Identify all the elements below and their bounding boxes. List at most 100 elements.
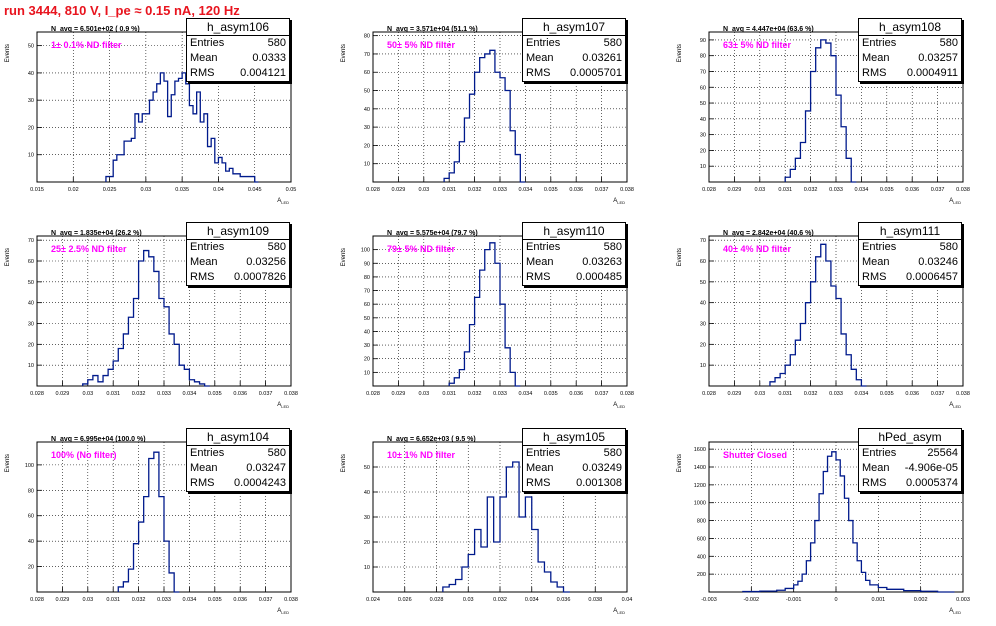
y-tick-label: 70 <box>700 69 706 75</box>
histogram-svg: 10 20 30 40 50 60 70 0.028 0.029 0.03 0.031 0.032 0.… <box>677 230 970 409</box>
y-tick-label: 20 <box>364 357 370 363</box>
histogram-svg: 10 20 30 40 50 60 70 80 90 100 0.028 0.029 0.03 0.031… <box>341 230 634 409</box>
x-tick-label: 0.031 <box>778 391 792 397</box>
x-tick-label: 0.038 <box>956 391 970 397</box>
stat-label: Entries <box>526 37 561 49</box>
histogram-series-line <box>784 39 857 183</box>
y-tick-label: 1200 <box>694 483 706 489</box>
x-tick-label: 0.036 <box>557 597 571 603</box>
y-tick-label: 30 <box>364 515 370 521</box>
x-tick-label: 0.034 <box>855 187 869 193</box>
stat-label: RMS <box>862 67 887 79</box>
stats-box: h_asym110 Entries 580 Mean 0.03263 RMS 0.00048… <box>522 222 626 286</box>
stat-value: 0.03261 <box>582 52 622 64</box>
x-tick-label: 0.035 <box>175 187 189 193</box>
stats-row: Mean 0.03247 <box>187 461 289 476</box>
y-tick-label: 20 <box>28 565 34 571</box>
plot-frame <box>372 441 628 593</box>
stats-row: Mean 0.03249 <box>523 461 625 476</box>
x-tick-label: 0.033 <box>829 187 843 193</box>
stat-value: 0.03249 <box>582 462 622 474</box>
x-tick-label: 0.031 <box>778 187 792 193</box>
stats-row: Mean 0.03261 <box>523 51 625 66</box>
plot-frame <box>708 441 964 593</box>
histogram-name: h_asym107 <box>523 19 625 36</box>
stat-value: 0.03257 <box>918 52 958 64</box>
x-tick-label: 0.032 <box>132 391 146 397</box>
histogram-name: h_asym106 <box>187 19 289 36</box>
stats-row: Mean 0.03263 <box>523 255 625 270</box>
y-tick-label: 200 <box>697 572 706 578</box>
x-tick-label: 0.001 <box>871 597 885 603</box>
x-tick-label: 0.037 <box>595 187 609 193</box>
y-tick-label: 20 <box>700 148 706 154</box>
histogram-panel-h_asym109: 10 20 30 40 50 60 70 0.028 0.029 0.03 0.031 0.032 0.… <box>0 222 324 420</box>
plot-frame <box>36 235 292 387</box>
x-tick-label: 0.033 <box>157 391 171 397</box>
filter-label: 100% (No filter) <box>51 450 117 460</box>
stat-label: RMS <box>862 271 887 283</box>
x-tick-label: 0.028 <box>702 391 716 397</box>
histogram-svg: 20 40 60 80 100 0.028 0.029 0.03 0.031 0.032 0.033… <box>5 436 298 615</box>
filter-label: 40± 4% ND filter <box>723 244 791 254</box>
y-tick-label: 60 <box>700 85 706 91</box>
histogram-name: h_asym105 <box>523 429 625 446</box>
stats-row: Entries 580 <box>187 446 289 461</box>
x-tick-label: 0.05 <box>286 187 297 193</box>
y-tick-label: 50 <box>700 280 706 286</box>
x-tick-label: 0.038 <box>284 597 298 603</box>
y-tick-label: 600 <box>697 536 706 542</box>
x-tick-label: 0.032 <box>468 391 482 397</box>
stat-value: 0.03246 <box>918 256 958 268</box>
histogram-panel-h_asym110: 10 20 30 40 50 60 70 80 90 100 0.028 0.029 0.03 0.031… <box>336 222 660 420</box>
y-tick-label: 70 <box>700 238 706 244</box>
histogram-series-line <box>448 242 521 387</box>
x-tick-label: 0.029 <box>728 187 742 193</box>
x-tick-label: 0.036 <box>569 187 583 193</box>
stats-box: h_asym107 Entries 580 Mean 0.03261 RMS 0.00057… <box>522 18 626 82</box>
x-tick-label: 0.033 <box>829 391 843 397</box>
x-axis-label: ALED <box>949 198 961 205</box>
n-avg-label: N_avg = 2.842e+04 (40.6 %) <box>723 230 814 237</box>
stat-label: Mean <box>862 52 890 64</box>
y-tick-label: 80 <box>700 54 706 60</box>
x-tick-label: 0.045 <box>248 187 262 193</box>
y-axis-label: Events <box>341 44 347 62</box>
x-tick-label: 0.029 <box>392 187 406 193</box>
n-avg-label: N_avg = 5.575e+04 (79.7 %) <box>387 230 478 237</box>
stat-label: Entries <box>526 447 561 459</box>
stat-label: Entries <box>526 241 561 253</box>
y-tick-label: 400 <box>697 554 706 560</box>
stats-box: h_asym111 Entries 580 Mean 0.03246 RMS 0.00064… <box>858 222 962 286</box>
x-tick-label: 0.03 <box>418 187 429 193</box>
x-tick-label: 0.034 <box>183 391 197 397</box>
y-tick-label: 50 <box>700 101 706 107</box>
histogram-panel-h_asym108: 10 20 30 40 50 60 70 80 90 0.028 0.029 0.03 0.031 0.0… <box>672 18 996 216</box>
histogram-name: h_asym111 <box>859 223 961 240</box>
histogram-panel-h_asym111: 10 20 30 40 50 60 70 0.028 0.029 0.03 0.031 0.032 0.… <box>672 222 996 420</box>
x-tick-label: 0.034 <box>525 597 539 603</box>
n-avg-label: N_avg = 4.447e+04 (63.6 %) <box>723 26 814 33</box>
stat-label: Entries <box>190 447 225 459</box>
stat-value: -4.906e-05 <box>904 462 958 474</box>
stat-label: Mean <box>862 256 890 268</box>
histogram-svg: 10 20 30 40 50 0.024 0.026 0.028 0.03 0.032 0.034 0… <box>341 436 632 615</box>
x-tick-label: 0.031 <box>106 391 120 397</box>
stat-label: Entries <box>190 37 225 49</box>
x-tick-label: 0.03 <box>754 187 765 193</box>
x-tick-label: 0.032 <box>493 597 507 603</box>
y-tick-label: 50 <box>364 89 370 95</box>
filter-label: 10± 1% ND filter <box>387 450 455 460</box>
x-axis-label: ALED <box>949 402 961 409</box>
x-axis-label: ALED <box>613 198 625 205</box>
x-tick-label: 0.037 <box>259 391 273 397</box>
stat-label: Entries <box>190 241 225 253</box>
stats-row: Mean 0.03256 <box>187 255 289 270</box>
y-tick-label: 30 <box>28 98 34 104</box>
x-tick-label: 0.036 <box>905 187 919 193</box>
x-tick-label: 0.035 <box>544 391 558 397</box>
y-tick-label: 10 <box>364 565 370 571</box>
x-tick-label: 0.036 <box>233 597 247 603</box>
x-tick-label: 0.029 <box>56 391 70 397</box>
x-tick-label: 0.032 <box>804 391 818 397</box>
